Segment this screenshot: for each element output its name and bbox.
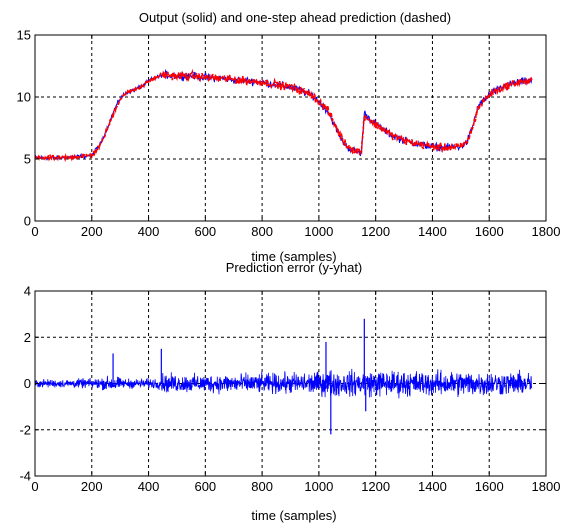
x-tick-label: 400	[138, 224, 160, 239]
x-tick-label: 600	[194, 224, 216, 239]
error-series-line	[34, 368, 533, 399]
x-tick-label: 200	[81, 479, 103, 494]
y-tick-label: 15	[17, 28, 31, 43]
series-layer	[34, 318, 533, 435]
x-tick-label: 1000	[304, 224, 333, 239]
x-tick-label: 0	[31, 479, 38, 494]
x-tick-label: 600	[194, 479, 216, 494]
output-prediction-chart: Output (solid) and one-step ahead predic…	[17, 10, 561, 264]
x-tick-label: 800	[251, 479, 273, 494]
y-tick-label: 10	[17, 90, 31, 105]
axis-ticks: 0 200 400 600 800 1000 1200 1400 1600 1800 -4 -2 0 2 4	[19, 284, 560, 495]
y-tick-label: 5	[24, 152, 31, 167]
x-axis-label: time (samples)	[251, 508, 336, 523]
x-tick-label: 1600	[475, 479, 504, 494]
prediction-series-line	[34, 68, 533, 163]
x-tick-label: 1200	[361, 479, 390, 494]
x-tick-label: 1800	[532, 479, 561, 494]
y-tick-label: 4	[24, 284, 31, 299]
axis-ticks: 0 200 400 600 800 1000 1200 1400 1600 1800 0 5 10 15	[17, 28, 561, 240]
y-tick-label: 0	[24, 376, 31, 391]
x-tick-label: 200	[81, 224, 103, 239]
y-tick-label: 2	[24, 330, 31, 345]
x-tick-label: 800	[251, 224, 273, 239]
x-tick-label: 0	[31, 224, 38, 239]
x-tick-label: 1600	[475, 224, 504, 239]
series-layer	[34, 68, 533, 163]
x-tick-label: 1800	[532, 224, 561, 239]
prediction-error-chart: Prediction error (y-yhat) 0 200 400 600 800 1…	[19, 260, 560, 523]
chart-title: Prediction error (y-yhat)	[226, 260, 363, 275]
x-tick-label: 1400	[418, 479, 447, 494]
x-tick-label: 1000	[304, 479, 333, 494]
y-tick-label: 0	[24, 214, 31, 229]
x-tick-label: 1200	[361, 224, 390, 239]
x-tick-label: 1400	[418, 224, 447, 239]
plot-area	[34, 34, 547, 222]
chart-title: Output (solid) and one-step ahead predic…	[139, 10, 451, 25]
x-tick-label: 400	[138, 479, 160, 494]
grid	[35, 35, 546, 221]
x-axis-label: time (samples)	[251, 249, 336, 264]
y-tick-label: -2	[19, 422, 31, 437]
y-tick-label: -4	[19, 469, 31, 484]
